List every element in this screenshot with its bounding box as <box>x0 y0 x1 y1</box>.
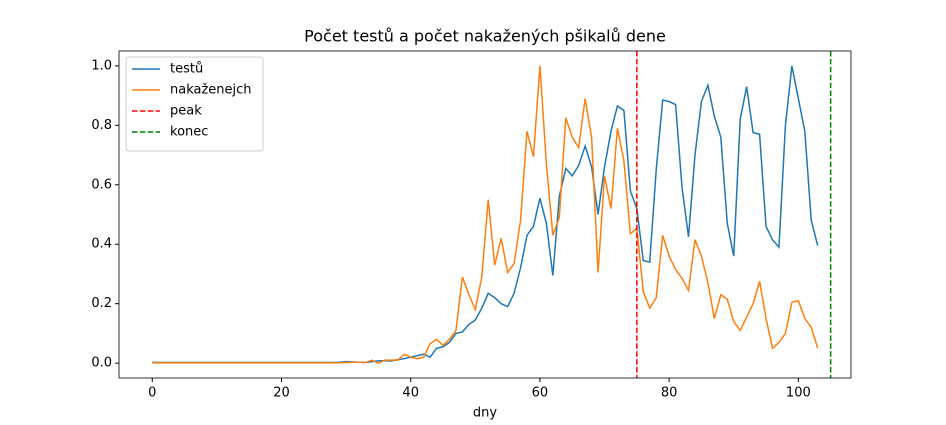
legend-box <box>125 56 264 152</box>
x-tick-label: 60 <box>532 386 549 401</box>
y-tick-label: 0.8 <box>91 118 112 133</box>
legend-label: peak <box>170 104 202 119</box>
y-tick-label: 0.2 <box>91 296 112 311</box>
x-tick-label: 20 <box>273 386 290 401</box>
x-tick-label: 100 <box>786 386 811 401</box>
y-tick-label: 0.4 <box>91 237 112 252</box>
chart-title: Počet testů a počet nakažených pšikalů d… <box>304 27 666 46</box>
y-tick-label: 0.6 <box>91 177 112 192</box>
legend-label: nakaženejch <box>170 83 252 98</box>
legend-label: testů <box>170 62 203 77</box>
x-tick-label: 40 <box>402 386 419 401</box>
y-tick-label: 1.0 <box>91 58 112 73</box>
x-axis-label: dny <box>473 406 497 421</box>
axes-frame <box>118 50 852 379</box>
legend-label: konec <box>170 125 208 140</box>
x-tick-label: 80 <box>661 386 678 401</box>
data-line <box>152 65 819 364</box>
y-tick-label: 0.0 <box>91 356 112 371</box>
x-tick-label: 0 <box>148 386 156 401</box>
